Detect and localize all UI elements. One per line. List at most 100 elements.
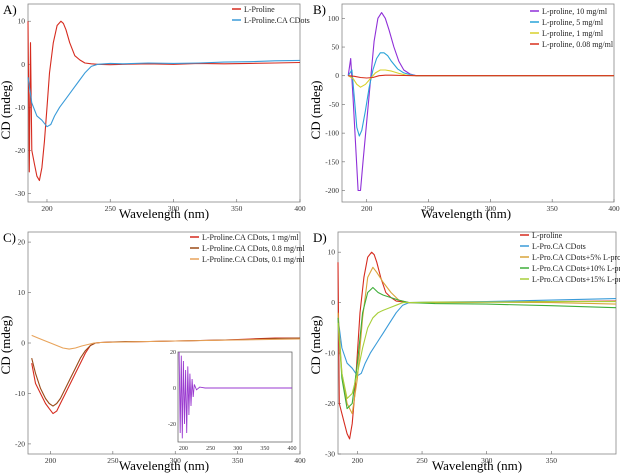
y-axis-label-b: CD (mdeg) xyxy=(308,81,323,140)
y-tick-label-c: 20 xyxy=(18,238,26,247)
panel-d: D) CD (mdeg) Wavelength (nm) 200 250 300 35… xyxy=(308,230,620,473)
legend-label-b-2: L-proline, 5 mg/ml xyxy=(542,18,604,27)
inset-x-tick-label: 350 xyxy=(260,446,269,452)
series-group-d xyxy=(337,251,617,440)
y-tick-label-a: -10 xyxy=(15,103,25,112)
y-tick-label-b: 0 xyxy=(335,71,339,80)
x-tick-label-a: 250 xyxy=(105,204,117,213)
ticks-a: 200 250 300 350 400 -30 -20 -10 0 10 xyxy=(15,17,306,213)
series-line-a-1 xyxy=(27,20,301,182)
inset-ticks: 200 250 300 350 400 -20 0 20 xyxy=(168,350,297,452)
legend-label-c-1: L-Proline.CA CDots, 1 mg/ml xyxy=(202,233,299,242)
legend-label-d-1: L-proline xyxy=(532,231,563,240)
y-axis-label-d: CD (mdeg) xyxy=(308,316,323,375)
ticks-d: 200 250 300 350 -30 -20 -10 0 10 xyxy=(325,248,557,465)
inset-x-tick-label: 250 xyxy=(206,446,215,452)
y-tick-label-b: -200 xyxy=(325,186,339,195)
plot-frame-d xyxy=(337,231,617,455)
series-line-a-2 xyxy=(27,59,301,128)
panel-label-d: D) xyxy=(313,230,327,245)
x-tick-label-c: 350 xyxy=(232,456,244,465)
series-group-a xyxy=(27,20,301,182)
x-tick-label-c: 400 xyxy=(294,456,306,465)
x-tick-label-b: 250 xyxy=(423,204,435,213)
y-tick-label-b: 100 xyxy=(328,14,340,23)
inset-series-group xyxy=(178,351,292,439)
legend-label-c-2: L-Proline.CA CDots, 0.8 mg/ml xyxy=(202,244,305,253)
y-tick-label-d: -30 xyxy=(325,450,335,459)
y-tick-label-c: 0 xyxy=(21,339,25,348)
x-tick-label-d: 200 xyxy=(352,456,364,465)
x-tick-label-b: 400 xyxy=(608,204,620,213)
series-line-d-2 xyxy=(337,298,617,377)
y-axis-label-a: CD (mdeg) xyxy=(0,81,13,140)
x-tick-label-b: 350 xyxy=(547,204,559,213)
y-tick-label-b: 50 xyxy=(332,43,340,52)
legend-b: L-proline, 10 mg/ml L-proline, 5 mg/ml L-p… xyxy=(530,7,614,49)
x-tick-label-d: 350 xyxy=(546,456,558,465)
panel-label-b: B) xyxy=(313,2,326,17)
y-tick-label-a: -30 xyxy=(15,189,25,198)
y-tick-label-c: -20 xyxy=(15,439,25,448)
panel-a: A) CD (mdeg) Wavelength (nm) 200 250 300 35… xyxy=(0,2,310,221)
x-tick-label-c: 200 xyxy=(45,456,57,465)
legend-label-b-1: L-proline, 10 mg/ml xyxy=(542,7,608,16)
legend-label-d-4: L-Pro.CA CDots+10% L-pro xyxy=(532,264,620,273)
series-line-d-5 xyxy=(337,301,616,400)
x-axis-label-a: Wavelength (nm) xyxy=(119,206,209,221)
y-tick-label-c: 10 xyxy=(18,288,26,297)
series-line-c-3 xyxy=(31,334,301,350)
legend-d: L-proline L-Pro.CA CDots L-Pro.CA CDots+5%… xyxy=(520,231,620,284)
legend-label-c-3: L-Proline.CA CDots, 0.1 mg/ml xyxy=(202,255,305,264)
legend-label-a-1: L-Proline xyxy=(244,5,275,14)
y-tick-label-d: 10 xyxy=(328,248,336,257)
inset-y-tick-label: -20 xyxy=(168,422,176,428)
y-tick-label-a: 0 xyxy=(21,60,25,69)
inset-x-tick-label: 300 xyxy=(233,446,242,452)
x-tick-label-d: 300 xyxy=(481,456,493,465)
legend-a: L-Proline L-Proline.CA CDots xyxy=(232,5,310,25)
x-tick-label-a: 300 xyxy=(168,204,180,213)
x-tick-label-a: 400 xyxy=(294,204,306,213)
legend-c: L-Proline.CA CDots, 1 mg/ml L-Proline.CA … xyxy=(190,233,305,264)
series-group-c xyxy=(31,334,301,415)
y-axis-label-c: CD (mdeg) xyxy=(0,316,13,375)
plot-frame-a xyxy=(27,3,301,203)
x-tick-label-a: 200 xyxy=(41,204,53,213)
inset-y-tick-label: 20 xyxy=(170,350,176,356)
y-tick-label-d: -20 xyxy=(325,399,335,408)
legend-label-b-4: L-proline, 0.08 mg/ml xyxy=(542,40,614,49)
y-tick-label-b: -150 xyxy=(325,157,339,166)
y-tick-label-b: -50 xyxy=(329,100,339,109)
legend-label-d-2: L-Pro.CA CDots xyxy=(532,242,586,251)
series-line-b-4 xyxy=(348,74,614,79)
series-group-b xyxy=(347,12,614,192)
legend-label-b-3: L-proline, 1 mg/ml xyxy=(542,29,604,38)
inset-series-line xyxy=(178,351,292,439)
y-tick-label-a: 10 xyxy=(18,17,26,26)
x-axis-label-c: Wavelength (nm) xyxy=(119,458,209,473)
legend-label-d-3: L-Pro.CA CDots+5% L-pro xyxy=(532,253,620,262)
y-tick-label-b: -100 xyxy=(325,129,339,138)
series-line-b-2 xyxy=(347,52,614,137)
inset-y-tick-label: 0 xyxy=(173,386,176,392)
series-line-d-4 xyxy=(337,286,617,410)
y-tick-label-c: -10 xyxy=(15,389,25,398)
series-line-b-3 xyxy=(347,69,614,88)
panel-label-a: A) xyxy=(3,2,17,17)
panel-label-c: C) xyxy=(3,230,16,245)
ticks-b: 200 250 300 350 400 -200 -150 -100 -50 0 50 100 xyxy=(325,14,620,213)
x-tick-label-d: 250 xyxy=(416,456,428,465)
panel-c: C) CD (mdeg) Wavelength (nm) 200 250 300 35… xyxy=(0,230,306,473)
y-tick-label-d: 0 xyxy=(331,298,335,307)
y-tick-label-d: -10 xyxy=(325,349,335,358)
x-tick-label-a: 350 xyxy=(231,204,243,213)
series-line-d-3 xyxy=(337,266,617,415)
inset-x-tick-label: 200 xyxy=(179,446,188,452)
y-tick-label-a: -20 xyxy=(15,146,25,155)
inset-frame xyxy=(177,351,293,443)
panel-b: B) CD (mdeg) Wavelength (nm) 200 250 300 35… xyxy=(308,2,620,221)
inset-x-tick-label: 400 xyxy=(288,446,297,452)
x-tick-label-c: 300 xyxy=(170,456,182,465)
